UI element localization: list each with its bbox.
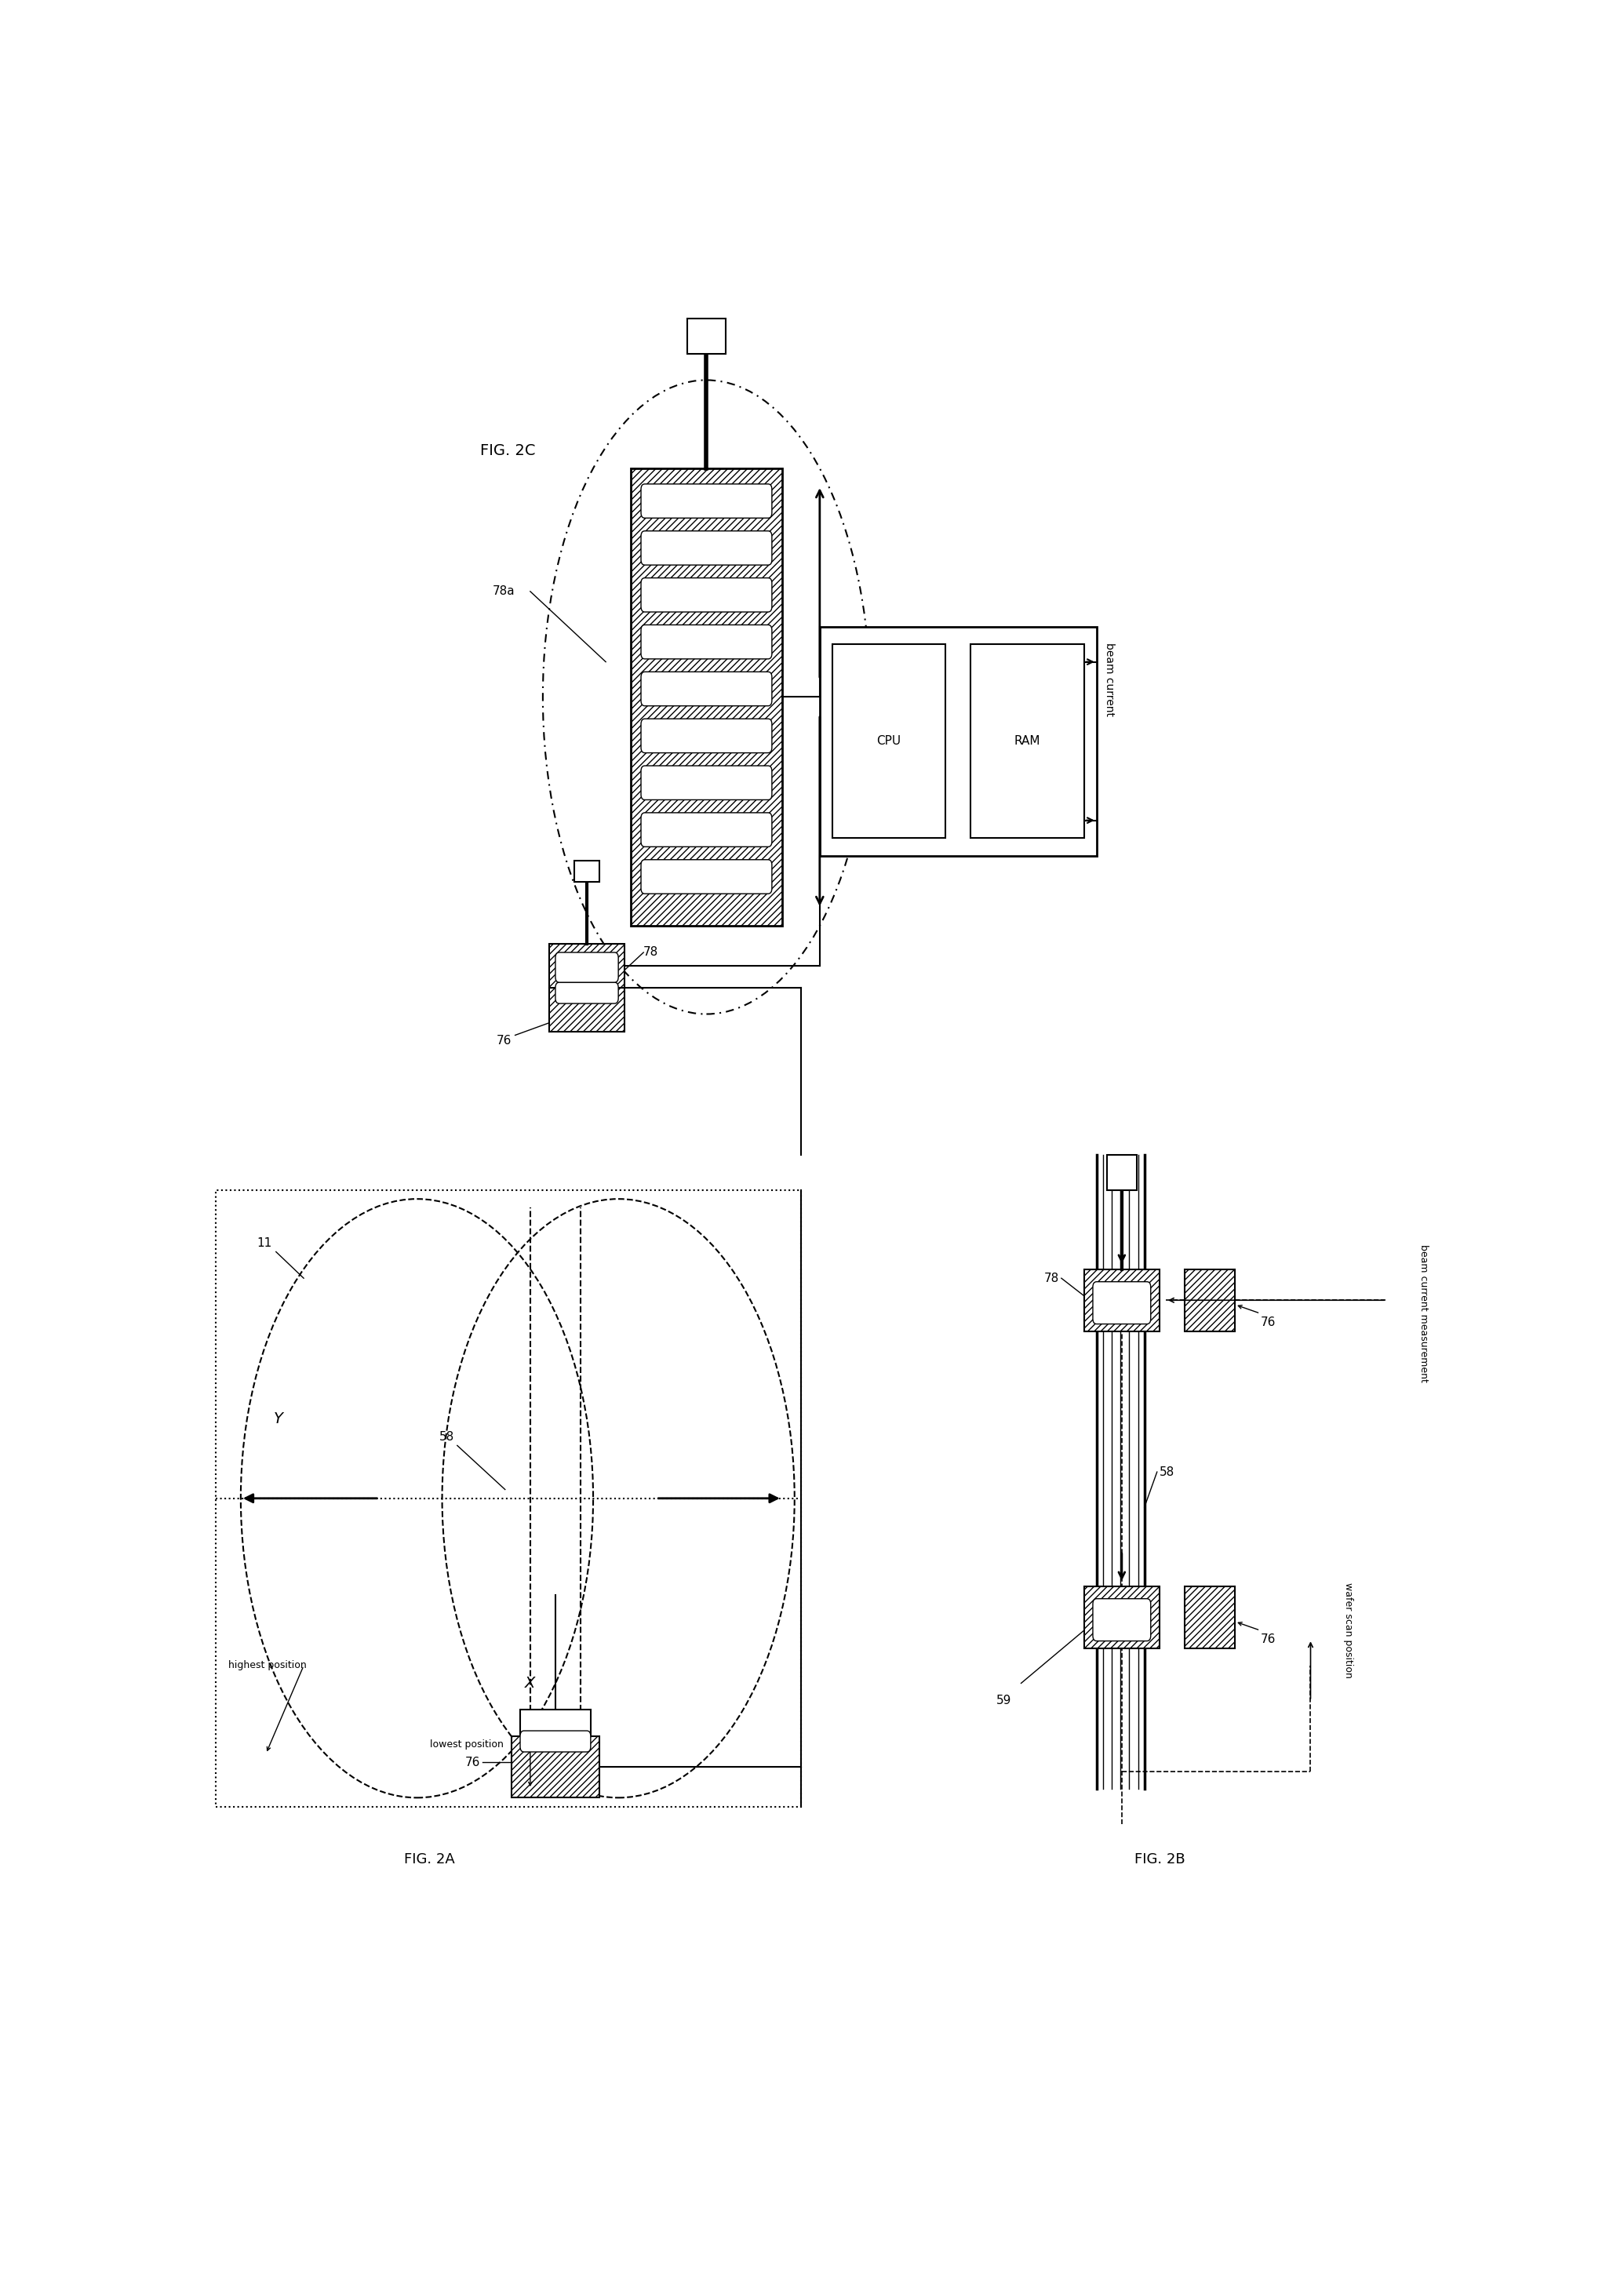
- FancyBboxPatch shape: [641, 531, 771, 565]
- Text: lowest position: lowest position: [429, 1740, 503, 1750]
- Text: FIG. 2C: FIG. 2C: [481, 444, 536, 457]
- Bar: [630, 469, 783, 926]
- Bar: [1106, 1155, 1137, 1189]
- FancyBboxPatch shape: [641, 624, 771, 659]
- FancyBboxPatch shape: [520, 1731, 591, 1752]
- Text: 78: 78: [1044, 1272, 1059, 1283]
- Bar: [549, 945, 625, 988]
- Text: 58: 58: [1160, 1466, 1174, 1477]
- Bar: [520, 1711, 591, 1736]
- Text: beam current measurement: beam current measurement: [1419, 1244, 1429, 1381]
- Text: 76: 76: [1260, 1633, 1275, 1644]
- FancyBboxPatch shape: [555, 983, 619, 1004]
- Bar: [820, 627, 1096, 855]
- Text: CPU: CPU: [877, 734, 901, 748]
- Bar: [1085, 1269, 1160, 1331]
- Text: 58: 58: [440, 1432, 455, 1443]
- Bar: [971, 645, 1085, 837]
- Bar: [1085, 1587, 1160, 1649]
- Text: 59: 59: [996, 1695, 1012, 1706]
- FancyBboxPatch shape: [641, 579, 771, 613]
- FancyBboxPatch shape: [1093, 1281, 1151, 1324]
- Bar: [549, 988, 625, 1031]
- Bar: [831, 645, 945, 837]
- Bar: [575, 860, 599, 883]
- Text: beam current: beam current: [1104, 643, 1114, 716]
- Text: highest position: highest position: [227, 1660, 307, 1672]
- Bar: [1186, 1587, 1236, 1649]
- FancyBboxPatch shape: [555, 951, 619, 983]
- FancyBboxPatch shape: [641, 860, 771, 894]
- Bar: [1186, 1269, 1236, 1331]
- Bar: [687, 318, 726, 354]
- Bar: [216, 1189, 801, 1807]
- Text: 76: 76: [1260, 1317, 1275, 1329]
- Text: FIG. 2B: FIG. 2B: [1134, 1852, 1186, 1866]
- Text: X: X: [525, 1676, 536, 1690]
- Text: Y: Y: [274, 1411, 283, 1427]
- Text: 76: 76: [464, 1756, 481, 1768]
- FancyBboxPatch shape: [1093, 1599, 1151, 1642]
- Bar: [555, 967, 619, 988]
- Bar: [512, 1736, 599, 1798]
- Text: FIG. 2A: FIG. 2A: [404, 1852, 455, 1866]
- Text: 78a: 78a: [492, 585, 515, 597]
- Text: 11: 11: [257, 1237, 273, 1249]
- Text: 78: 78: [643, 947, 659, 958]
- Text: RAM: RAM: [1015, 734, 1041, 748]
- Text: wafer scan position: wafer scan position: [1343, 1583, 1353, 1679]
- Text: 76: 76: [497, 1034, 512, 1047]
- FancyBboxPatch shape: [641, 812, 771, 846]
- FancyBboxPatch shape: [641, 485, 771, 519]
- FancyBboxPatch shape: [641, 672, 771, 707]
- FancyBboxPatch shape: [641, 718, 771, 752]
- FancyBboxPatch shape: [641, 766, 771, 800]
